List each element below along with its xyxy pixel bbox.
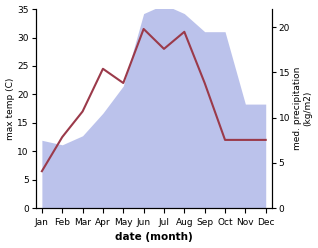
- X-axis label: date (month): date (month): [115, 232, 193, 243]
- Y-axis label: med. precipitation
(kg/m2): med. precipitation (kg/m2): [293, 67, 313, 150]
- Y-axis label: max temp (C): max temp (C): [5, 77, 15, 140]
